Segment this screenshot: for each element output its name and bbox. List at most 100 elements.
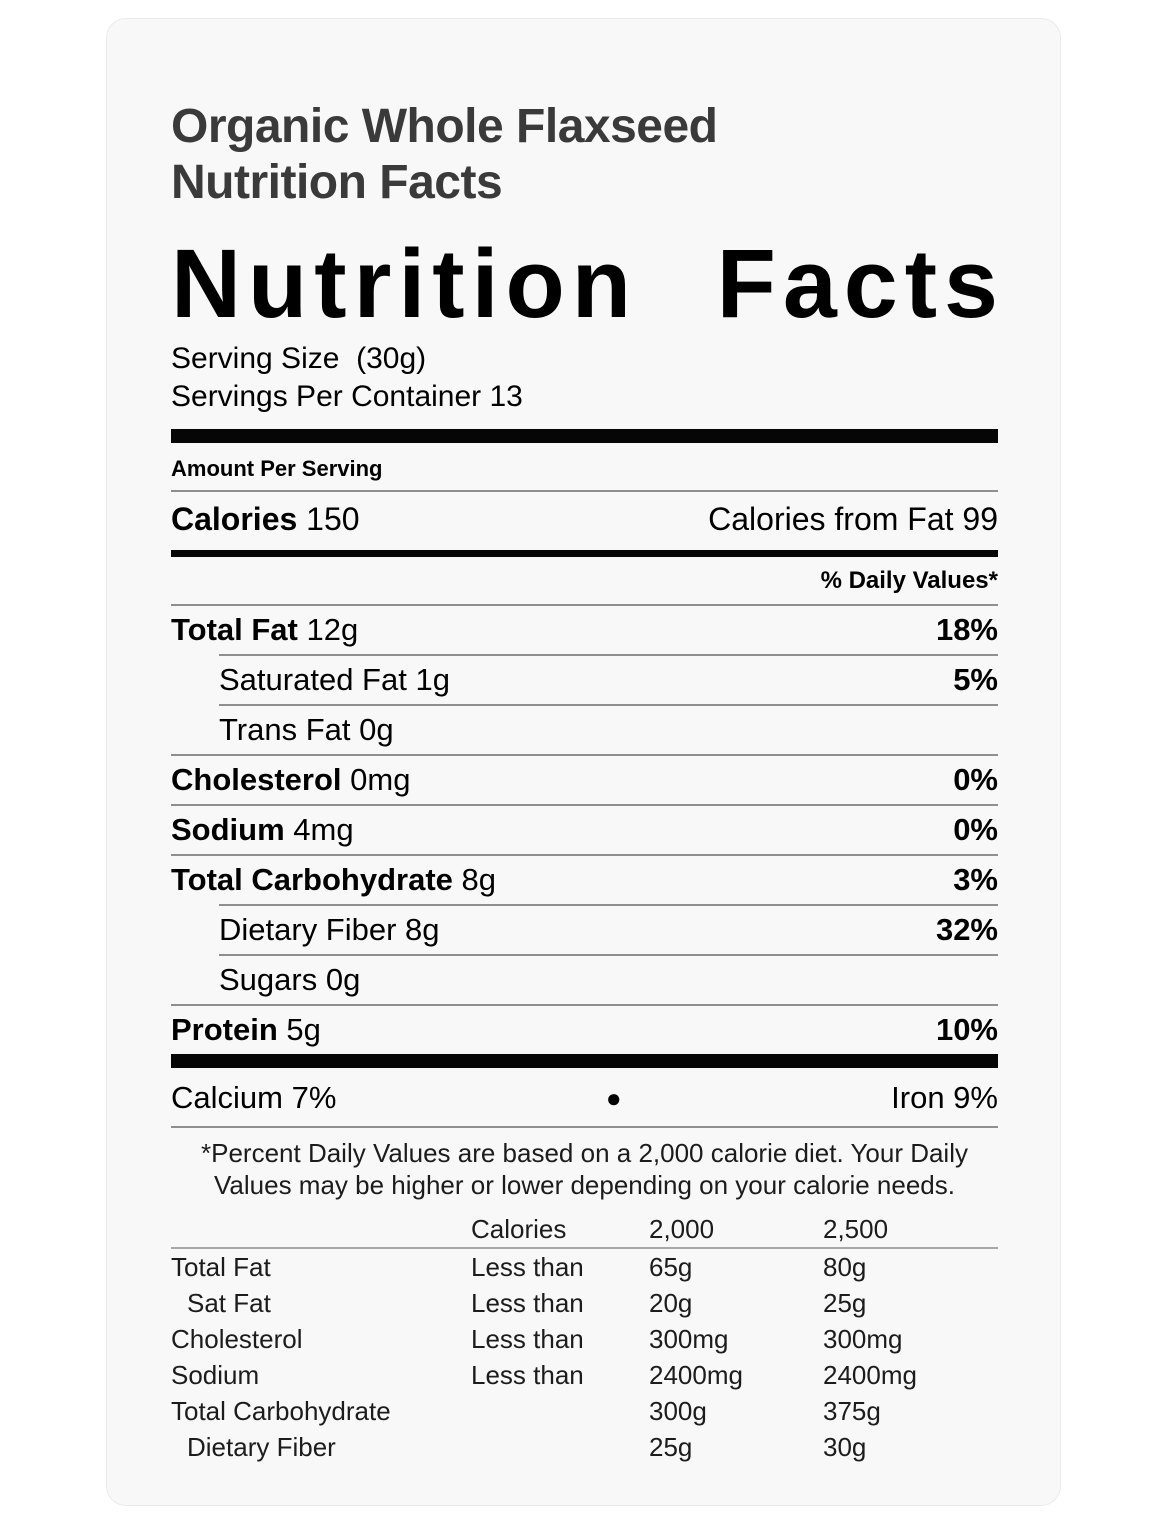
dv-row-2000: 25g	[649, 1432, 693, 1463]
nutrient-label: Total Carbohydrate	[171, 862, 453, 898]
dv-row-qualifier	[471, 1393, 649, 1429]
calories-number: 150	[306, 501, 360, 538]
divider	[171, 1247, 998, 1250]
nutrient-daily-value: 0%	[953, 762, 998, 798]
divider	[171, 604, 998, 607]
dv-row-2000: 2400mg	[649, 1360, 743, 1391]
dv-row-2500: 300mg	[823, 1324, 903, 1355]
nutrient-name: Sugars 0g	[219, 962, 361, 998]
nutrient-name: Trans Fat 0g	[219, 712, 394, 748]
dv-row-name: Cholesterol	[171, 1324, 303, 1355]
dv-row-2000: 65g	[649, 1252, 693, 1283]
dv-header-cell: Calories	[471, 1214, 567, 1245]
footnote-line: *Percent Daily Values are based on a 2,0…	[201, 1138, 968, 1169]
dv-row-name: Dietary Fiber	[187, 1432, 336, 1463]
amount-per-serving: Amount Per Serving	[171, 456, 383, 482]
nutrient-row: Trans Fat 0g	[171, 706, 998, 754]
divider	[219, 704, 998, 707]
nutrient-row: Total Carbohydrate 8g 3%	[171, 856, 998, 904]
divider	[219, 954, 998, 957]
dv-row-2500: 375g	[823, 1396, 881, 1427]
nutrient-label: Cholesterol	[171, 762, 342, 798]
nutrient-label: Protein	[171, 1012, 278, 1048]
dv-row-qualifier: Less than	[471, 1288, 584, 1319]
dv-table-header: Calories 2,000 2,500	[171, 1211, 998, 1247]
dv-table-row: Cholesterol Less than 300mg 300mg	[171, 1321, 998, 1357]
dv-row-2500: 30g	[823, 1432, 867, 1463]
nutrient-name: Cholesterol 0mg	[171, 762, 411, 798]
dv-table-row: Total Carbohydrate 300g 375g	[171, 1393, 998, 1429]
nutrition-facts-label: Nutrition Facts Serving Size (30g) Servi…	[171, 235, 998, 1495]
dv-header-cell: 2,000	[649, 1214, 715, 1245]
nutrient-label: Trans Fat	[219, 712, 351, 748]
dv-row-2500: 2400mg	[823, 1360, 917, 1391]
dv-row-name: Total Carbohydrate	[171, 1396, 391, 1427]
dv-row-name: Total Fat	[171, 1252, 271, 1283]
dv-table: Calories 2,000 2,500 Total Fat Less than 65g 8…	[171, 1207, 998, 1495]
nutrient-label: Saturated Fat	[219, 662, 407, 698]
nutrient-daily-value: 32%	[935, 912, 998, 948]
dv-row-qualifier: Less than	[471, 1324, 584, 1355]
divider	[171, 854, 998, 857]
nutrient-name: Dietary Fiber 8g	[219, 912, 440, 948]
nutrient-daily-value: 18%	[935, 612, 998, 648]
dv-header-cell	[171, 1211, 471, 1247]
divider	[171, 804, 998, 807]
nutrient-daily-value: 3%	[953, 862, 998, 898]
daily-values-header: % Daily Values*	[820, 567, 998, 595]
divider	[171, 1004, 998, 1007]
dv-row-name: Sodium	[171, 1360, 260, 1391]
nutrient-name: Protein 5g	[171, 1012, 321, 1048]
calcium-value: Calcium 7%	[171, 1080, 337, 1116]
page-title: Organic Whole Flaxseed Nutrition Facts	[171, 99, 997, 211]
nutrient-label: Total Fat	[171, 612, 298, 648]
divider-thick-top	[171, 429, 998, 444]
dv-row-2500: 80g	[823, 1252, 867, 1283]
nutrient-daily-value: 0%	[953, 812, 998, 848]
page-title-line2: Nutrition Facts	[171, 156, 503, 210]
nutrient-row: Cholesterol 0mg 0%	[171, 756, 998, 804]
dv-table-row: Sodium Less than 2400mg 2400mg	[171, 1357, 998, 1393]
nutrient-row: Saturated Fat 1g 5%	[171, 656, 998, 704]
calories-label: Calories	[171, 501, 298, 538]
page-title-line1: Organic Whole Flaxseed	[171, 100, 718, 153]
nutrient-daily-value: 5%	[953, 662, 998, 698]
divider	[219, 654, 998, 657]
calories-row: Calories 150 Calories from Fat 99	[171, 492, 998, 550]
nutrient-label: Sugars	[219, 962, 318, 998]
calories-value: Calories 150	[171, 501, 360, 538]
dv-row-qualifier: Less than	[471, 1360, 584, 1391]
dv-header-cell: 2,500	[823, 1214, 889, 1245]
minerals-row: Calcium 7% ● Iron 9%	[171, 1068, 998, 1126]
serving-size: Serving Size (30g)	[171, 342, 427, 376]
bullet-separator-icon: ●	[605, 1082, 622, 1113]
divider	[171, 1126, 998, 1129]
divider	[171, 754, 998, 757]
divider-thick-bottom	[171, 1054, 998, 1069]
dv-table-row: Sat Fat Less than 20g 25g	[171, 1285, 998, 1321]
divider	[219, 904, 998, 907]
dv-row-name: Sat Fat	[187, 1288, 271, 1319]
dv-row-2500: 25g	[823, 1288, 867, 1319]
nutrient-name: Saturated Fat 1g	[219, 662, 450, 698]
servings-per-container: Servings Per Container 13	[171, 380, 523, 414]
dv-row-2000: 300mg	[649, 1324, 729, 1355]
nutrient-label: Dietary Fiber	[219, 912, 397, 948]
dv-row-2000: 300g	[649, 1396, 707, 1427]
dv-row-qualifier	[471, 1429, 649, 1465]
iron-value: Iron 9%	[891, 1080, 998, 1116]
dv-row-2000: 20g	[649, 1288, 693, 1319]
nutrient-name: Sodium 4mg	[171, 812, 354, 848]
dv-row-qualifier: Less than	[471, 1252, 584, 1283]
nutrient-row: Sodium 4mg 0%	[171, 806, 998, 854]
product-card: Organic Whole Flaxseed Nutrition Facts Nu…	[106, 18, 1061, 1506]
nutrition-facts-heading: Nutrition Facts	[171, 235, 998, 332]
heading-word-nutrition: Nutrition	[171, 229, 639, 339]
nutrient-name: Total Fat 12g	[171, 612, 359, 648]
dv-table-row: Total Fat Less than 65g 80g	[171, 1249, 998, 1285]
nutrient-rows: Total Fat 12g 18% Saturated Fat 1g 5% Trans …	[171, 606, 998, 1054]
nutrient-name: Total Carbohydrate 8g	[171, 862, 497, 898]
nutrient-row: Protein 5g 10%	[171, 1006, 998, 1054]
divider-medium	[171, 550, 998, 558]
heading-word-facts: Facts	[716, 229, 1005, 339]
